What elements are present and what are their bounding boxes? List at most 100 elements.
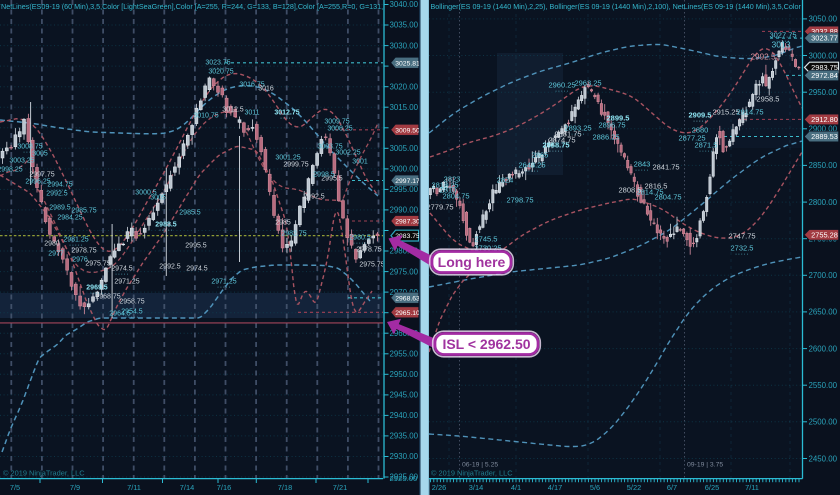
svg-text:2886.25: 2886.25	[592, 132, 619, 141]
svg-text:2814.75: 2814.75	[636, 187, 663, 196]
svg-text:2999.75: 2999.75	[283, 161, 308, 168]
svg-text:09-19 | 3.75: 09-19 | 3.75	[687, 462, 723, 469]
svg-text:© 2019 NinjaTrader, LLC: © 2019 NinjaTrader, LLC	[3, 469, 85, 478]
svg-text:2874.75: 2874.75	[548, 135, 575, 144]
svg-text:3003.25: 3003.25	[9, 157, 34, 164]
svg-text:2925.00: 2925.00	[390, 474, 418, 483]
svg-text:2964.5: 2964.5	[109, 310, 131, 317]
svg-text:3000.00: 3000.00	[809, 51, 838, 60]
svg-text:4/1: 4/1	[511, 483, 521, 492]
svg-text:3001: 3001	[352, 158, 368, 165]
svg-text:2963.25: 2963.25	[574, 78, 601, 87]
svg-text:2995.5: 2995.5	[185, 242, 207, 249]
svg-text:·····: ·····	[90, 290, 104, 297]
svg-text:3009.50: 3009.50	[395, 127, 420, 134]
svg-text:7/9: 7/9	[70, 483, 80, 492]
svg-text:7/21: 7/21	[333, 483, 347, 492]
svg-text:2968.75: 2968.75	[95, 293, 120, 300]
svg-text:2804.75: 2804.75	[654, 192, 681, 201]
svg-text:3011: 3011	[244, 109, 259, 116]
svg-text:2992.5: 2992.5	[303, 193, 325, 200]
svg-text:·····: ·····	[330, 124, 344, 131]
svg-text:3003.75: 3003.75	[317, 143, 342, 150]
svg-text:2958.75: 2958.75	[119, 298, 144, 305]
svg-text:2600.00: 2600.00	[809, 344, 838, 353]
svg-text:NetLines(ES09-19 (60 Min),3,5,: NetLines(ES09-19 (60 Min),3,5,Color [Lig…	[1, 2, 383, 11]
svg-text:2450.00: 2450.00	[809, 454, 838, 463]
svg-text:5/22: 5/22	[627, 483, 641, 492]
svg-text:2989.5: 2989.5	[49, 204, 71, 211]
svg-text:2871.5: 2871.5	[695, 140, 718, 149]
svg-text:2700.00: 2700.00	[809, 271, 838, 280]
svg-text:2868.75: 2868.75	[542, 140, 569, 149]
svg-text:2978.75: 2978.75	[71, 247, 96, 254]
svg-text:3005: 3005	[150, 194, 166, 201]
svg-text:2980: 2980	[44, 240, 60, 247]
svg-text:2968.63: 2968.63	[395, 295, 420, 302]
svg-text:2900.00: 2900.00	[809, 125, 838, 134]
svg-text:3002.25: 3002.25	[335, 149, 360, 156]
svg-text:3016.75: 3016.75	[239, 81, 264, 88]
svg-text:3050.00: 3050.00	[809, 15, 838, 24]
svg-text:·····: ·····	[211, 65, 225, 72]
svg-text:3016: 3016	[258, 85, 274, 92]
svg-text:2995.00: 2995.00	[390, 185, 419, 194]
svg-text:2984.25: 2984.25	[57, 214, 82, 221]
svg-text:2995.5: 2995.5	[321, 175, 343, 182]
svg-text:3000.5: 3000.5	[135, 189, 157, 196]
svg-text:·····: ·····	[571, 131, 585, 138]
svg-text:3020.00: 3020.00	[390, 82, 419, 91]
svg-text:3008.25: 3008.25	[327, 125, 352, 132]
svg-text:2985.5: 2985.5	[179, 209, 201, 216]
svg-text:ISL < 2962.50: ISL < 2962.50	[442, 336, 530, 352]
svg-text:2880: 2880	[692, 125, 709, 134]
svg-text:7/5: 7/5	[10, 483, 20, 492]
svg-text:2800.00: 2800.00	[809, 198, 838, 207]
svg-text:2954.5: 2954.5	[121, 308, 143, 315]
svg-text:·····: ·····	[635, 167, 649, 174]
svg-text:3035.00: 3035.00	[390, 21, 419, 30]
svg-text:2987.30: 2987.30	[395, 219, 420, 226]
svg-text:·····: ·····	[776, 38, 790, 45]
svg-text:2988.5: 2988.5	[155, 221, 177, 228]
svg-text:2824: 2824	[497, 175, 514, 184]
svg-text:·····: ·····	[159, 227, 173, 234]
svg-text:3008.75: 3008.75	[17, 143, 42, 150]
svg-text:2981.25: 2981.25	[63, 236, 88, 243]
svg-text:·····: ·····	[693, 118, 707, 125]
svg-text:6/7: 6/7	[667, 483, 677, 492]
svg-text:2975.75: 2975.75	[359, 261, 384, 268]
svg-text:3012.5: 3012.5	[222, 106, 244, 113]
svg-text:2877.25: 2877.25	[678, 133, 705, 142]
svg-text:3040.00: 3040.00	[390, 0, 419, 9]
svg-text:06-19 | 5.25: 06-19 | 5.25	[462, 462, 498, 469]
svg-text:2982.75: 2982.75	[281, 230, 306, 237]
svg-text:2550.00: 2550.00	[809, 381, 838, 390]
svg-text:2971.25: 2971.25	[114, 278, 139, 285]
svg-text:·····: ·····	[23, 149, 37, 156]
svg-text:2823: 2823	[444, 174, 461, 183]
svg-text:2755.28: 2755.28	[811, 230, 838, 239]
svg-text:2893.25: 2893.25	[564, 123, 591, 132]
svg-text:2925.00: 2925.00	[390, 473, 419, 482]
svg-text:2850.00: 2850.00	[809, 161, 838, 170]
svg-text:2992.5: 2992.5	[159, 263, 181, 270]
svg-text:2974.5: 2974.5	[186, 265, 208, 272]
svg-text:3005: 3005	[32, 150, 48, 157]
svg-text:3015.00: 3015.00	[390, 103, 419, 112]
svg-text:2971.25: 2971.25	[211, 278, 236, 285]
svg-text:2977: 2977	[48, 250, 64, 257]
svg-text:2994.75: 2994.75	[47, 181, 72, 188]
svg-text:2950.00: 2950.00	[390, 370, 419, 379]
svg-text:3005.00: 3005.00	[390, 144, 419, 153]
svg-text:2992.5: 2992.5	[46, 190, 68, 197]
svg-text:·····: ·····	[735, 251, 749, 258]
svg-text:2975.75: 2975.75	[85, 260, 110, 267]
svg-text:2912.80: 2912.80	[811, 115, 838, 124]
svg-text:6/25: 6/25	[705, 483, 719, 492]
svg-text:·····: ·····	[445, 182, 459, 189]
svg-text:3030.00: 3030.00	[390, 41, 419, 50]
svg-text:3001.25: 3001.25	[275, 154, 300, 161]
svg-text:2818.25: 2818.25	[431, 180, 458, 189]
svg-text:3010.75: 3010.75	[193, 112, 218, 119]
